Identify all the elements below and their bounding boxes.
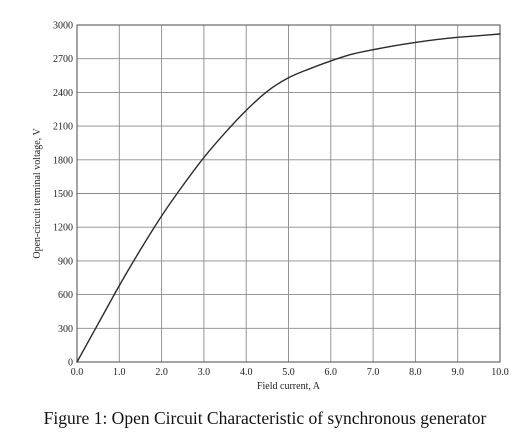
x-tick-label: 4.0 <box>240 367 253 378</box>
x-tick-label: 5.0 <box>282 367 295 378</box>
x-tick-label: 2.0 <box>155 367 168 378</box>
y-axis-ticks: 0 300 600 900 1200 1500 1800 2100 2400 2700 3000 <box>53 21 73 369</box>
x-tick-label: 9.0 <box>451 367 464 378</box>
y-tick-label: 2400 <box>53 88 73 99</box>
x-tick-label: 6.0 <box>325 367 338 378</box>
y-tick-label: 2100 <box>53 122 73 133</box>
series-layer <box>76 33 501 363</box>
y-tick-label: 1800 <box>53 155 73 166</box>
x-tick-label: 1.0 <box>113 367 126 378</box>
y-tick-label: 3000 <box>53 21 73 32</box>
grid <box>77 25 500 362</box>
x-tick-label: 3.0 <box>198 367 211 378</box>
y-tick-label: 900 <box>58 256 73 267</box>
x-axis-ticks: 0.0 1.0 2.0 3.0 4.0 5.0 6.0 7.0 8.0 9.0 10.0 <box>71 367 509 378</box>
y-tick-label: 1500 <box>53 189 73 200</box>
x-tick-label: 7.0 <box>367 367 380 378</box>
x-tick-label: 10.0 <box>491 367 509 378</box>
x-tick-label: 0.0 <box>71 367 84 378</box>
y-tick-label: 0 <box>68 358 73 369</box>
chart: 0.0 1.0 2.0 3.0 4.0 5.0 6.0 7.0 8.0 9.0 10.0 0 300 6… <box>32 21 509 393</box>
figure-caption: Figure 1: Open Circuit Characteristic of… <box>43 408 487 428</box>
y-tick-label: 600 <box>58 290 73 301</box>
y-tick-label: 300 <box>58 324 73 335</box>
y-axis-label: Open-circuit terminal voltage, V <box>32 128 43 259</box>
x-tick-label: 8.0 <box>409 367 422 378</box>
occ-curve-line <box>76 33 501 363</box>
plot-area-frame <box>76 24 501 363</box>
y-tick-label: 1200 <box>53 223 73 234</box>
y-tick-label: 2700 <box>53 54 73 65</box>
x-axis-label: Field current, A <box>257 381 321 392</box>
